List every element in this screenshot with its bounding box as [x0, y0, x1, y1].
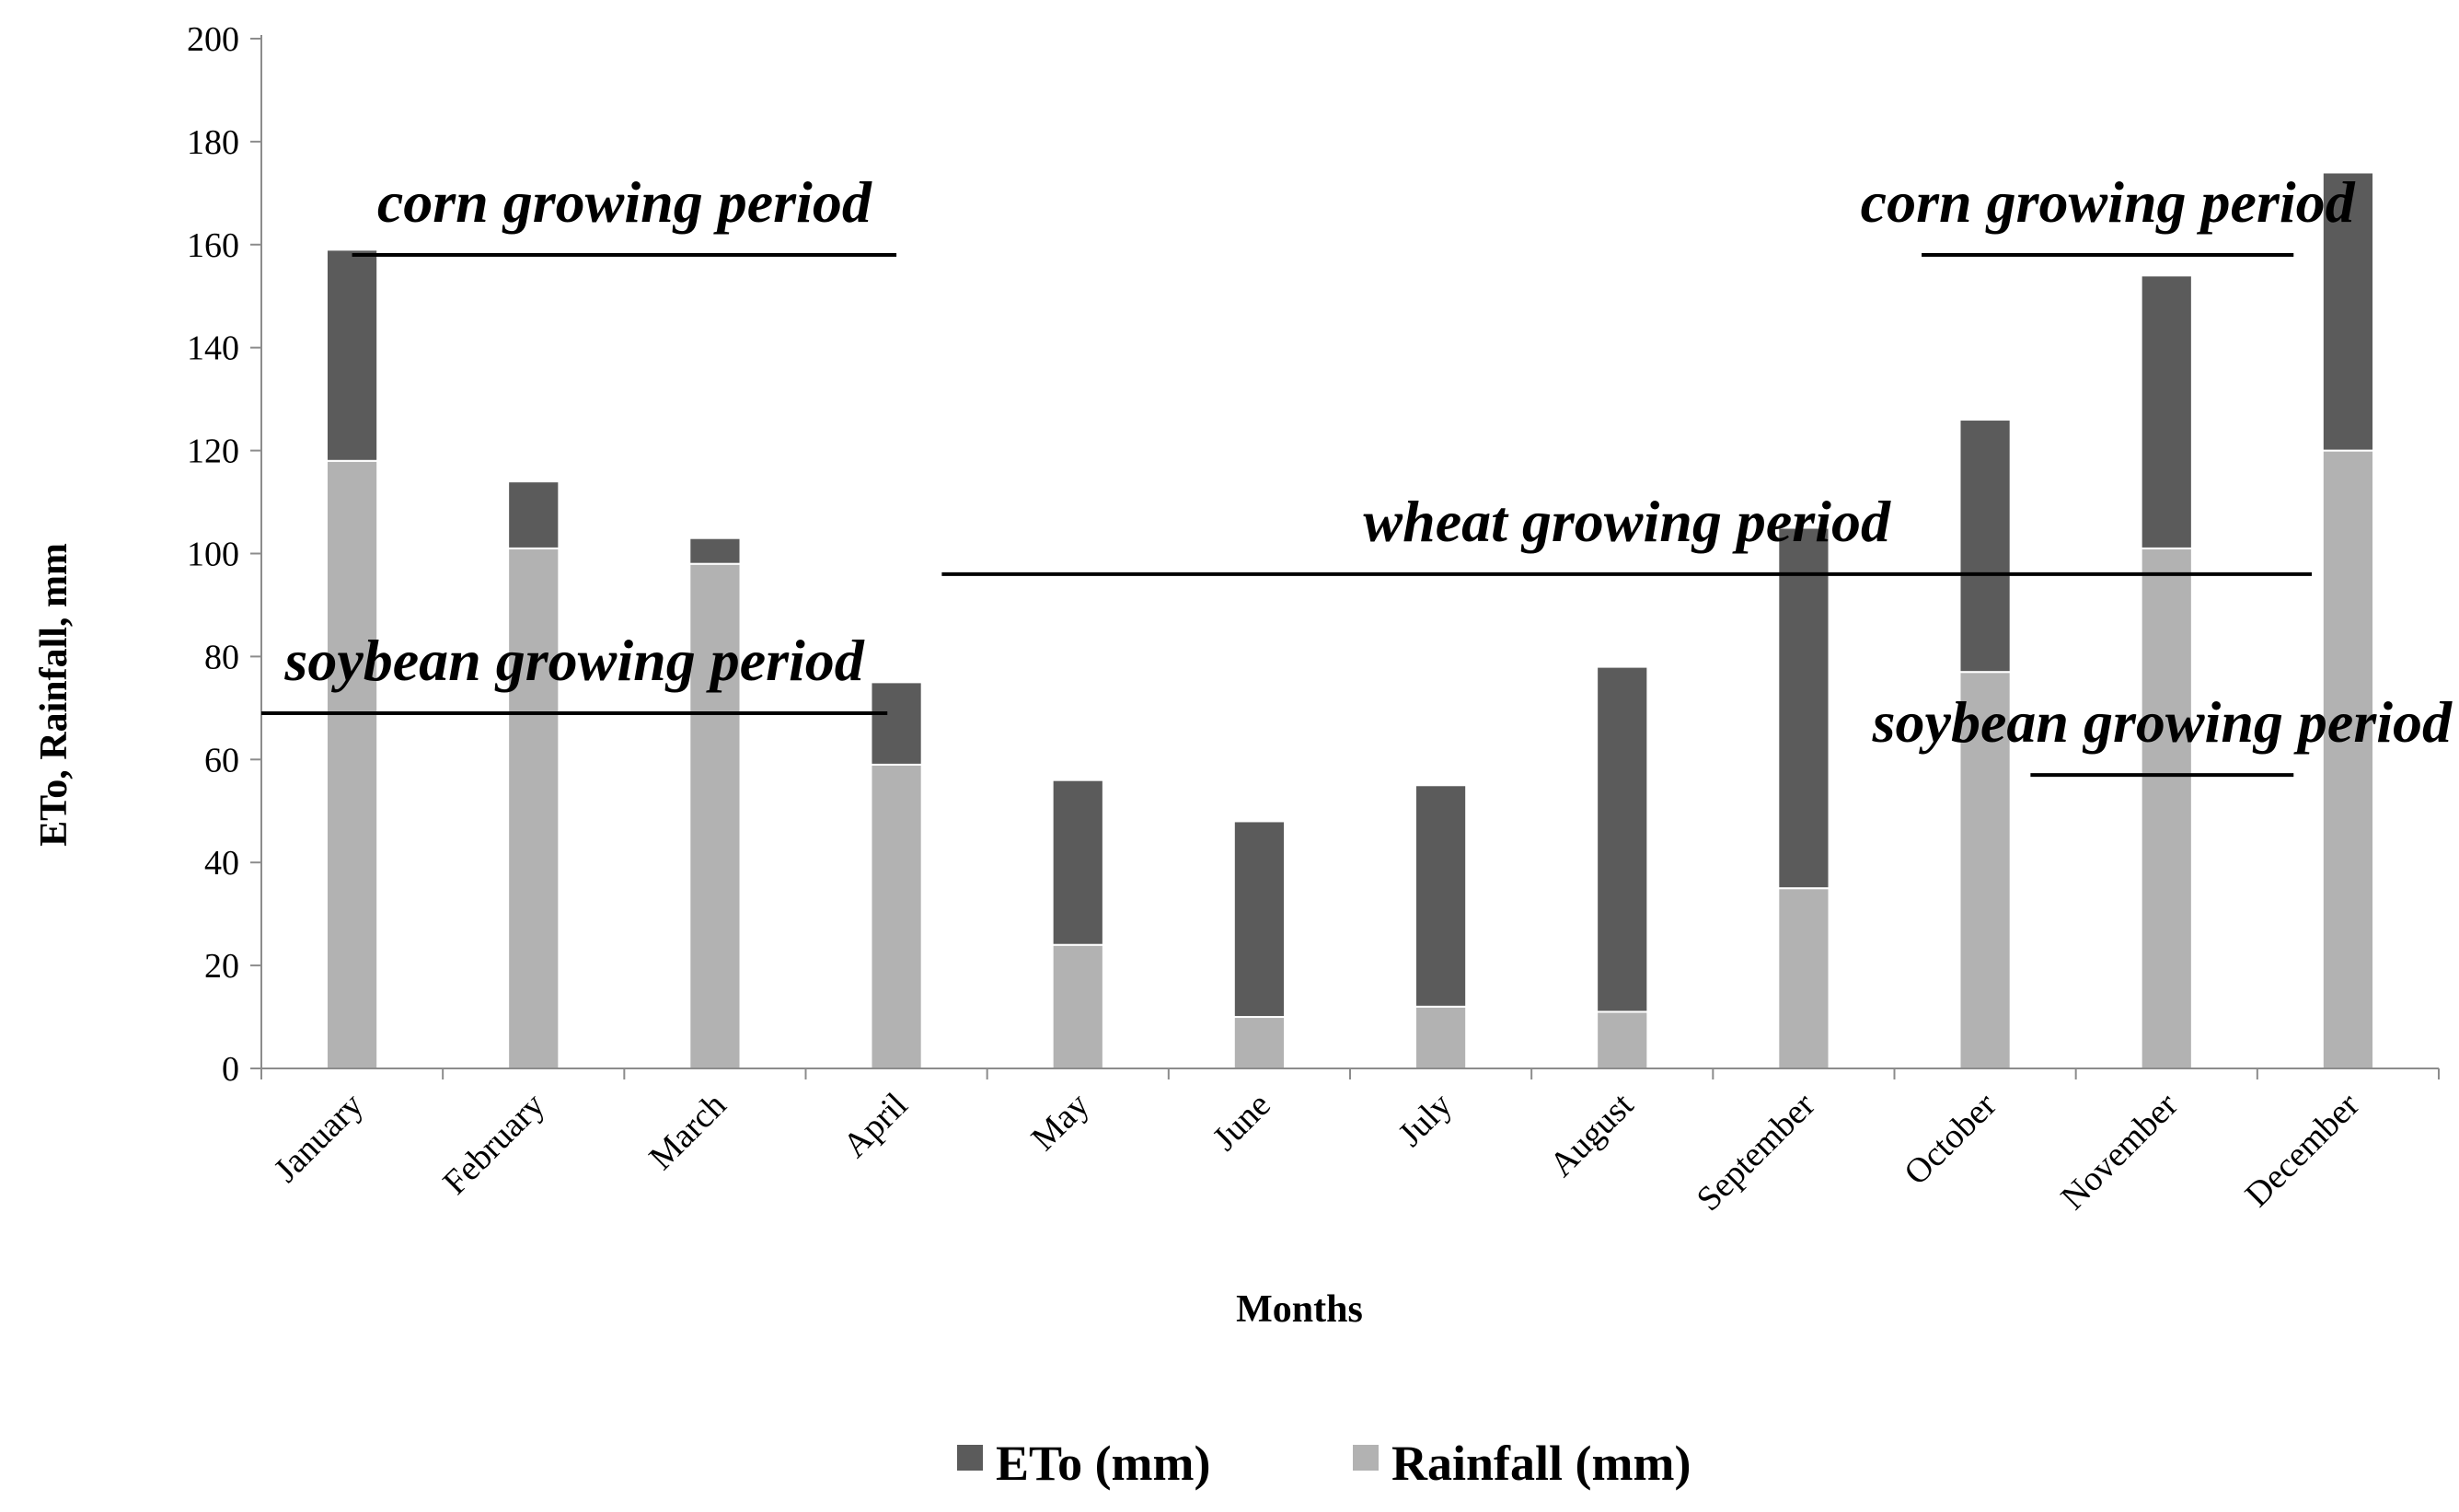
eto-bar	[870, 681, 923, 766]
y-tick-label: 180	[187, 123, 239, 162]
legend: ETo (mm) Rainfall (mm)	[957, 1436, 1691, 1491]
y-tick-label: 60	[204, 741, 239, 779]
rainfall-bar	[688, 562, 742, 1069]
rainfall-bar	[1051, 943, 1104, 1069]
growing-period-label: corn growing period	[377, 169, 872, 235]
eto-bar	[1596, 665, 1649, 1013]
eto-bar	[507, 480, 560, 549]
y-tick-label: 20	[204, 947, 239, 986]
y-tick-label: 120	[187, 433, 239, 471]
legend-label: ETo (mm)	[996, 1436, 1211, 1491]
y-tick-label: 40	[204, 844, 239, 883]
rainfall-bar	[2321, 449, 2375, 1070]
growing-period-label: soybean growing period	[1872, 689, 2453, 755]
x-tick-label: March	[641, 1086, 733, 1178]
y-tick-label: 160	[187, 226, 239, 265]
x-tick-label: August	[1542, 1085, 1642, 1184]
legend-label: Rainfall (mm)	[1391, 1436, 1691, 1491]
rainfall-bar	[1596, 1010, 1649, 1069]
rainfall-bar	[1777, 887, 1830, 1069]
growing-period-label: wheat growing period	[1363, 489, 1891, 554]
growing-period-annotations: corn growing period corn growing period wh…	[261, 169, 2453, 778]
eto-bar	[1958, 419, 2012, 674]
growing-period-label: corn growing period	[1861, 169, 2356, 235]
rainfall-bar	[507, 547, 560, 1069]
growing-period-label: soybean growing period	[283, 628, 864, 693]
rainfall-bar	[1958, 671, 2012, 1069]
y-tick-label: 200	[187, 20, 239, 59]
x-tick-label: July	[1391, 1086, 1460, 1155]
y-tick-label: 100	[187, 536, 239, 574]
y-tick-label: 140	[187, 329, 239, 368]
x-tick-label: February	[435, 1086, 552, 1203]
x-tick-label: April	[836, 1086, 915, 1165]
rainfall-bar	[870, 763, 923, 1070]
y-axis-title: ETo, Rainfall, mm	[33, 543, 75, 847]
eto-bar	[1232, 820, 1287, 1019]
x-tick-label: November	[2054, 1085, 2186, 1217]
x-tick-label: October	[1897, 1085, 2003, 1192]
rainfall-bar	[1414, 1005, 1468, 1069]
legend-swatch	[957, 1445, 983, 1471]
x-tick-label: January	[267, 1086, 371, 1190]
eto-bar	[2140, 274, 2193, 549]
rainfall-bar	[2140, 547, 2193, 1069]
eto-bar	[1051, 779, 1104, 946]
eto-bar	[2321, 171, 2375, 452]
eto-bar	[1414, 784, 1468, 1008]
rainfall-bar	[1232, 1016, 1287, 1070]
x-tick-label: May	[1024, 1086, 1097, 1159]
eto-bar	[688, 537, 742, 565]
legend-swatch	[1353, 1445, 1379, 1471]
bars	[325, 171, 2375, 1070]
x-tick-label: September	[1690, 1085, 1823, 1218]
y-tick-label: 0	[222, 1050, 239, 1089]
y-tick-label: 80	[204, 638, 239, 676]
eto-bar	[1777, 526, 1830, 890]
x-tick-label: December	[2238, 1085, 2367, 1214]
x-tick-label: June	[1206, 1086, 1278, 1159]
y-axis-ticks: 0 20 40 60 80 100 120 140 160 180 200	[187, 20, 261, 1089]
eto-bar	[325, 248, 379, 462]
rainfall-bar	[325, 459, 379, 1070]
x-axis-title: Months	[1236, 1288, 1363, 1331]
